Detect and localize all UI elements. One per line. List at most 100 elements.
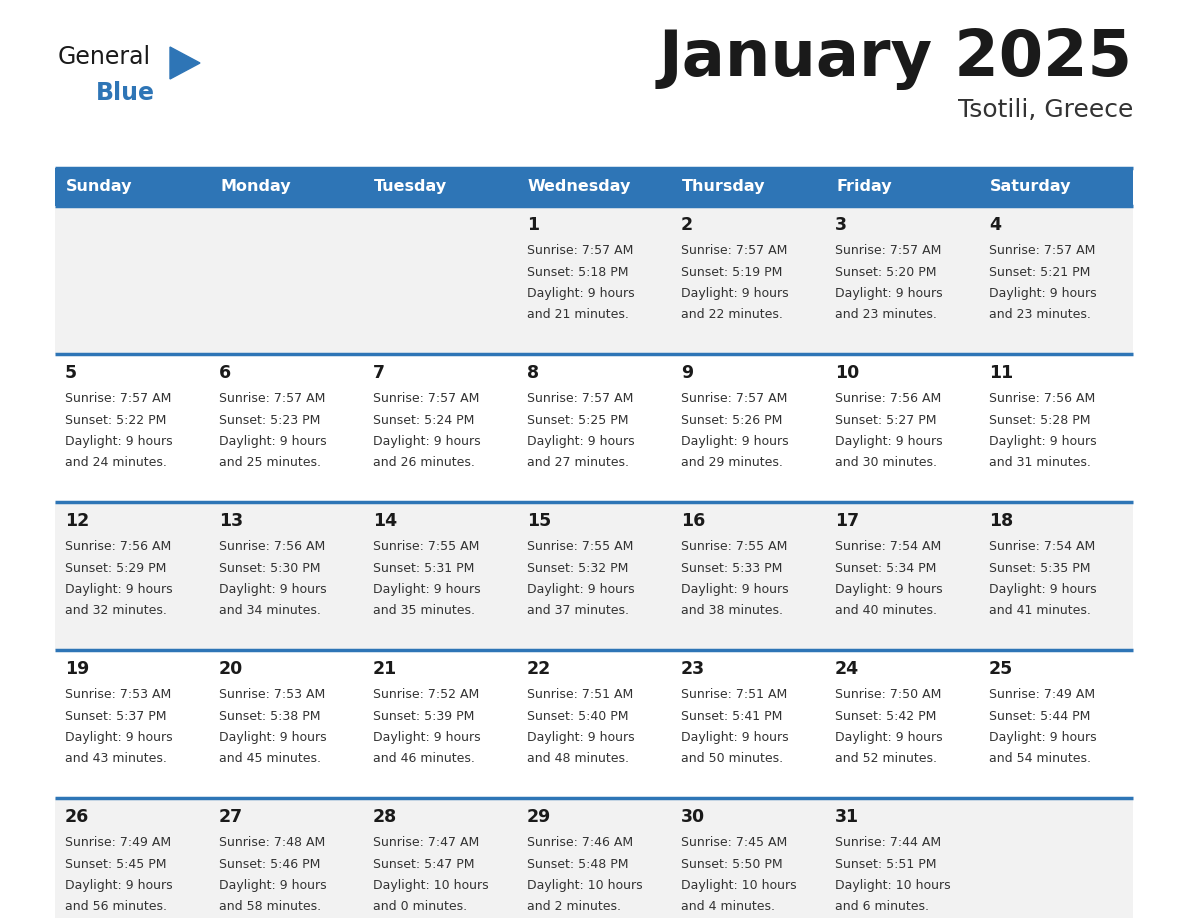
Text: Daylight: 9 hours: Daylight: 9 hours	[527, 583, 634, 596]
Text: Daylight: 9 hours: Daylight: 9 hours	[65, 879, 172, 892]
Text: Tsotili, Greece: Tsotili, Greece	[958, 98, 1133, 122]
Text: Daylight: 10 hours: Daylight: 10 hours	[373, 879, 488, 892]
Text: Daylight: 10 hours: Daylight: 10 hours	[527, 879, 643, 892]
Text: 4: 4	[988, 216, 1001, 234]
Text: Sunrise: 7:48 AM: Sunrise: 7:48 AM	[219, 836, 326, 849]
Text: Sunset: 5:30 PM: Sunset: 5:30 PM	[219, 562, 321, 575]
Text: Daylight: 9 hours: Daylight: 9 hours	[527, 731, 634, 744]
Text: 6: 6	[219, 364, 232, 382]
Text: Daylight: 10 hours: Daylight: 10 hours	[681, 879, 797, 892]
Text: 30: 30	[681, 808, 706, 826]
Text: Daylight: 9 hours: Daylight: 9 hours	[219, 731, 327, 744]
Text: and 50 minutes.: and 50 minutes.	[681, 753, 783, 766]
Text: 31: 31	[835, 808, 859, 826]
Text: 29: 29	[527, 808, 551, 826]
Text: Daylight: 9 hours: Daylight: 9 hours	[681, 287, 789, 300]
Text: Sunset: 5:31 PM: Sunset: 5:31 PM	[373, 562, 474, 575]
Text: Daylight: 9 hours: Daylight: 9 hours	[373, 731, 481, 744]
Text: and 32 minutes.: and 32 minutes.	[65, 604, 166, 618]
Text: 25: 25	[988, 660, 1013, 678]
Text: Sunrise: 7:47 AM: Sunrise: 7:47 AM	[373, 836, 479, 849]
Text: and 21 minutes.: and 21 minutes.	[527, 308, 628, 321]
Text: Sunrise: 7:55 AM: Sunrise: 7:55 AM	[527, 540, 633, 553]
Text: and 46 minutes.: and 46 minutes.	[373, 753, 475, 766]
Text: 16: 16	[681, 512, 706, 530]
Bar	[55, 502, 1133, 650]
Text: Daylight: 10 hours: Daylight: 10 hours	[835, 879, 950, 892]
Text: 2: 2	[681, 216, 693, 234]
Text: Sunset: 5:50 PM: Sunset: 5:50 PM	[681, 857, 783, 870]
Text: Sunrise: 7:53 AM: Sunrise: 7:53 AM	[219, 688, 326, 701]
Text: Sunset: 5:47 PM: Sunset: 5:47 PM	[373, 857, 474, 870]
Text: Sunrise: 7:56 AM: Sunrise: 7:56 AM	[835, 392, 941, 405]
Text: Sunset: 5:24 PM: Sunset: 5:24 PM	[373, 413, 474, 427]
Text: Sunset: 5:27 PM: Sunset: 5:27 PM	[835, 413, 936, 427]
Text: Sunrise: 7:57 AM: Sunrise: 7:57 AM	[527, 244, 633, 257]
Text: 10: 10	[835, 364, 859, 382]
Text: and 27 minutes.: and 27 minutes.	[527, 456, 628, 469]
Text: Sunset: 5:22 PM: Sunset: 5:22 PM	[65, 413, 166, 427]
Text: and 40 minutes.: and 40 minutes.	[835, 604, 937, 618]
Text: Sunset: 5:41 PM: Sunset: 5:41 PM	[681, 710, 783, 722]
Text: Sunrise: 7:54 AM: Sunrise: 7:54 AM	[835, 540, 941, 553]
Text: Daylight: 9 hours: Daylight: 9 hours	[219, 435, 327, 448]
Text: and 56 minutes.: and 56 minutes.	[65, 901, 168, 913]
Text: 11: 11	[988, 364, 1013, 382]
Text: and 2 minutes.: and 2 minutes.	[527, 901, 621, 913]
Text: and 4 minutes.: and 4 minutes.	[681, 901, 775, 913]
Text: and 52 minutes.: and 52 minutes.	[835, 753, 937, 766]
Text: 27: 27	[219, 808, 244, 826]
Text: Sunset: 5:44 PM: Sunset: 5:44 PM	[988, 710, 1091, 722]
Text: and 6 minutes.: and 6 minutes.	[835, 901, 929, 913]
Text: Sunrise: 7:57 AM: Sunrise: 7:57 AM	[373, 392, 480, 405]
Text: Friday: Friday	[836, 180, 892, 195]
Text: and 24 minutes.: and 24 minutes.	[65, 456, 166, 469]
Text: 19: 19	[65, 660, 89, 678]
Text: 1: 1	[527, 216, 539, 234]
Text: Sunset: 5:39 PM: Sunset: 5:39 PM	[373, 710, 474, 722]
Text: 20: 20	[219, 660, 244, 678]
Text: 5: 5	[65, 364, 77, 382]
Text: Daylight: 9 hours: Daylight: 9 hours	[835, 731, 942, 744]
Text: Daylight: 9 hours: Daylight: 9 hours	[373, 435, 481, 448]
Text: Daylight: 9 hours: Daylight: 9 hours	[988, 435, 1097, 448]
Polygon shape	[170, 47, 200, 79]
Text: January 2025: January 2025	[659, 28, 1133, 90]
Text: 18: 18	[988, 512, 1013, 530]
Text: 17: 17	[835, 512, 859, 530]
Text: Sunset: 5:51 PM: Sunset: 5:51 PM	[835, 857, 936, 870]
Text: Sunset: 5:29 PM: Sunset: 5:29 PM	[65, 562, 166, 575]
Text: Daylight: 9 hours: Daylight: 9 hours	[681, 731, 789, 744]
Text: Sunrise: 7:57 AM: Sunrise: 7:57 AM	[835, 244, 941, 257]
Text: and 41 minutes.: and 41 minutes.	[988, 604, 1091, 618]
Text: 3: 3	[835, 216, 847, 234]
Text: Sunrise: 7:56 AM: Sunrise: 7:56 AM	[988, 392, 1095, 405]
Text: and 45 minutes.: and 45 minutes.	[219, 753, 321, 766]
Text: Daylight: 9 hours: Daylight: 9 hours	[988, 287, 1097, 300]
Text: Sunrise: 7:44 AM: Sunrise: 7:44 AM	[835, 836, 941, 849]
Text: Sunset: 5:20 PM: Sunset: 5:20 PM	[835, 265, 936, 278]
Text: Sunset: 5:40 PM: Sunset: 5:40 PM	[527, 710, 628, 722]
Text: Sunset: 5:26 PM: Sunset: 5:26 PM	[681, 413, 783, 427]
Text: Sunset: 5:32 PM: Sunset: 5:32 PM	[527, 562, 628, 575]
Text: Daylight: 9 hours: Daylight: 9 hours	[681, 583, 789, 596]
Text: Sunset: 5:33 PM: Sunset: 5:33 PM	[681, 562, 783, 575]
Text: Sunrise: 7:51 AM: Sunrise: 7:51 AM	[681, 688, 788, 701]
Text: Daylight: 9 hours: Daylight: 9 hours	[527, 435, 634, 448]
Text: Blue: Blue	[96, 81, 154, 105]
Text: Sunset: 5:46 PM: Sunset: 5:46 PM	[219, 857, 321, 870]
Text: Sunrise: 7:45 AM: Sunrise: 7:45 AM	[681, 836, 788, 849]
Text: Wednesday: Wednesday	[527, 180, 631, 195]
Text: and 38 minutes.: and 38 minutes.	[681, 604, 783, 618]
Text: Sunset: 5:35 PM: Sunset: 5:35 PM	[988, 562, 1091, 575]
Text: 8: 8	[527, 364, 539, 382]
Text: Sunrise: 7:49 AM: Sunrise: 7:49 AM	[65, 836, 171, 849]
Text: Daylight: 9 hours: Daylight: 9 hours	[988, 731, 1097, 744]
Text: Sunrise: 7:50 AM: Sunrise: 7:50 AM	[835, 688, 941, 701]
Text: Thursday: Thursday	[682, 180, 765, 195]
Bar	[55, 650, 1133, 798]
Text: Sunset: 5:42 PM: Sunset: 5:42 PM	[835, 710, 936, 722]
Text: Daylight: 9 hours: Daylight: 9 hours	[527, 287, 634, 300]
Text: Sunrise: 7:56 AM: Sunrise: 7:56 AM	[219, 540, 326, 553]
Bar	[55, 168, 1133, 206]
